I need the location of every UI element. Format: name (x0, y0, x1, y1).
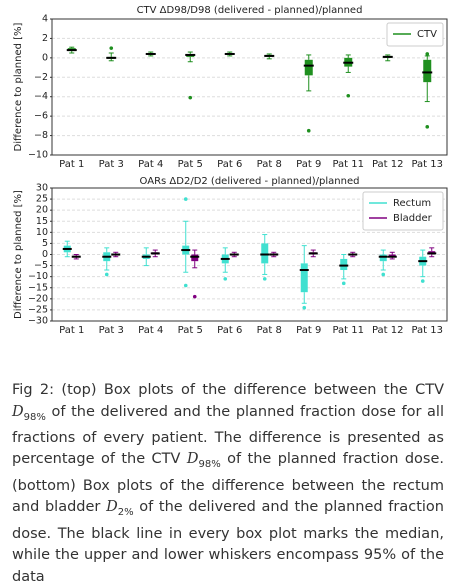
caption-text: Fig 2: (top) Box plots of the difference… (12, 382, 444, 398)
x-tick-label: Pat 8 (257, 159, 282, 170)
y-tick-label: −10 (28, 150, 48, 161)
y-tick-label: −2 (34, 72, 48, 83)
outlier (109, 46, 114, 50)
y-tick-label: −8 (34, 130, 48, 141)
page: CTV ΔD98/D98 (delivered - planned)/plann… (12, 5, 448, 585)
legend-label: Rectum (393, 198, 431, 209)
outlier (306, 128, 311, 133)
outlier (223, 277, 228, 281)
outlier (346, 93, 351, 98)
y-tick-label: 15 (36, 216, 48, 227)
figure: CTV ΔD98/D98 (delivered - planned)/plann… (13, 5, 448, 336)
x-tick-label: Pat 11 (332, 325, 364, 336)
caption-math: D (106, 499, 118, 516)
x-tick-label: Pat 1 (59, 159, 84, 170)
y-tick-label: −4 (34, 91, 48, 102)
x-tick-label: Pat 3 (99, 325, 124, 336)
legend-label: Bladder (393, 213, 433, 224)
x-tick-label: Pat 5 (178, 325, 203, 336)
legend-box (362, 191, 444, 231)
y-tick-label: 20 (36, 205, 48, 216)
caption: Fig 2: (top) Box plots of the difference… (12, 380, 444, 588)
legend-box (386, 22, 444, 47)
plot-frame (51, 18, 448, 156)
box (261, 243, 269, 264)
chart-title: CTV ΔD98/D98 (delivered - planned)/plann… (137, 5, 363, 16)
outlier (420, 279, 425, 283)
outlier (302, 305, 307, 310)
box (423, 59, 432, 83)
x-tick-label: Pat 11 (332, 159, 364, 170)
y-tick-label: 25 (36, 194, 48, 205)
caption-text: of the planned fraction dose. (bottom) B… (12, 451, 444, 516)
y-axis-label: Difference to planned [%] (13, 190, 24, 319)
y-tick-label: −25 (28, 304, 48, 315)
y-tick-label: −6 (34, 111, 48, 122)
outlier (425, 52, 430, 56)
y-tick-label: 2 (42, 33, 48, 44)
box (379, 254, 387, 262)
chart-title: OARs ΔD2/D2 (delivered - planned)/planne… (140, 176, 360, 187)
outlier (188, 95, 193, 100)
caption-sub: 98% (198, 459, 221, 471)
x-tick-label: Pat 3 (99, 159, 124, 170)
x-tick-label: Pat 5 (178, 159, 203, 170)
x-tick-label: Pat 9 (296, 325, 321, 336)
x-tick-label: Pat 12 (372, 159, 404, 170)
y-tick-label: −30 (28, 316, 48, 327)
y-tick-label: 0 (42, 249, 48, 260)
caption-math: D (186, 451, 199, 468)
y-axis-label: Difference to planned [%] (13, 22, 24, 151)
outlier (192, 294, 197, 299)
outlier (381, 272, 386, 277)
x-tick-label: Pat 8 (257, 325, 282, 336)
outlier (262, 277, 267, 281)
y-tick-label: 10 (36, 227, 48, 238)
outlier (341, 281, 346, 286)
box (340, 258, 348, 271)
caption-text: of the delivered and the planned fractio… (12, 403, 444, 468)
box (191, 254, 199, 262)
plot-frame (51, 187, 448, 322)
x-tick-label: Pat 4 (138, 325, 163, 336)
y-tick-label: −15 (28, 282, 48, 293)
outlier (183, 283, 188, 288)
y-tick-label: 5 (42, 238, 48, 249)
y-tick-label: 0 (42, 52, 48, 63)
x-tick-label: Pat 6 (217, 159, 242, 170)
x-tick-label: Pat 6 (217, 325, 242, 336)
x-tick-label: Pat 13 (411, 159, 443, 170)
box (300, 263, 308, 293)
y-tick-label: 4 (42, 14, 48, 25)
box (304, 59, 313, 76)
outlier (104, 272, 109, 277)
outlier (183, 197, 188, 201)
x-tick-label: Pat 4 (138, 159, 163, 170)
outlier (425, 125, 430, 129)
y-tick-label: −5 (34, 260, 48, 271)
y-tick-label: −10 (28, 271, 48, 282)
y-tick-label: 30 (36, 183, 48, 194)
caption-sub: 98% (23, 411, 46, 423)
x-tick-label: Pat 1 (59, 325, 84, 336)
caption-sub: 2% (117, 507, 134, 519)
box (388, 254, 396, 257)
x-tick-label: Pat 13 (411, 325, 443, 336)
x-tick-label: Pat 12 (372, 325, 404, 336)
x-tick-label: Pat 9 (296, 159, 321, 170)
y-tick-label: −20 (28, 293, 48, 304)
legend-label: CTV (417, 29, 437, 40)
caption-math: D (12, 403, 24, 420)
